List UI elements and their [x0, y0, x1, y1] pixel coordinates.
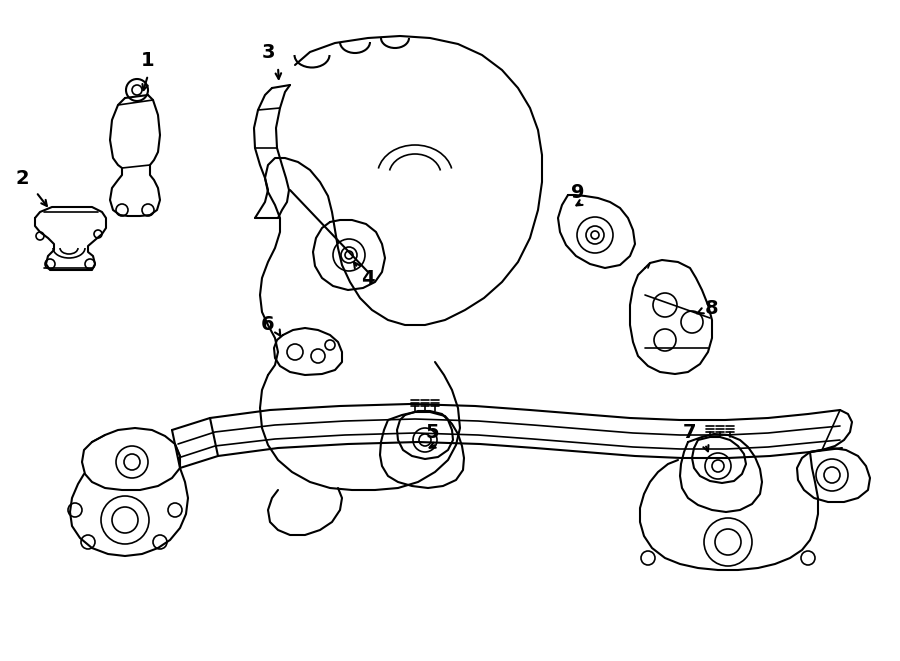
Text: 6: 6: [261, 315, 274, 334]
Text: 7: 7: [683, 422, 697, 442]
Text: 2: 2: [15, 169, 29, 188]
Text: 1: 1: [141, 50, 155, 69]
Text: 8: 8: [706, 299, 719, 317]
Text: 3: 3: [261, 42, 274, 61]
Text: 9: 9: [572, 182, 585, 202]
Text: 5: 5: [425, 422, 439, 442]
Text: 4: 4: [361, 268, 374, 288]
